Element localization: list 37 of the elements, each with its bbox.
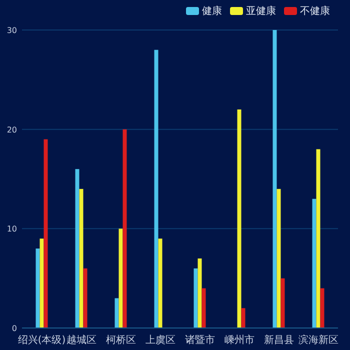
x-tick-label: 滨海新区: [298, 334, 338, 346]
y-tick-label: 0: [12, 324, 17, 333]
bar: [75, 169, 80, 328]
y-tick-label: 30: [6, 26, 17, 35]
y-tick-label: 10: [6, 224, 17, 234]
bar: [194, 268, 198, 328]
bar: [312, 198, 316, 328]
legend-label: 健康: [202, 5, 222, 17]
y-tick-label: 20: [6, 125, 17, 134]
x-tick-label: 嵊州市: [224, 334, 254, 346]
bar: [40, 238, 44, 328]
bar: [158, 238, 162, 328]
bar: [154, 50, 158, 328]
bar: [316, 149, 320, 328]
bar: [44, 139, 48, 328]
bar: [241, 308, 246, 328]
x-tick-label: 诸暨市: [184, 334, 215, 346]
bar: [320, 288, 324, 328]
bar: [202, 288, 206, 328]
bar: [79, 188, 84, 328]
legend-label: 不健康: [300, 5, 330, 17]
bar: [36, 248, 40, 328]
x-tick-label: 绍兴(本级): [18, 334, 66, 346]
bar: [122, 129, 127, 328]
bar: [276, 188, 281, 328]
legend-label: 亚健康: [246, 5, 276, 17]
x-tick-label: 柯桥区: [106, 334, 136, 346]
bar: [272, 30, 277, 328]
x-tick-label: 新昌县: [264, 334, 294, 346]
bar: [118, 228, 123, 328]
bar: [280, 278, 285, 328]
bar: [237, 109, 242, 328]
bar: [83, 268, 88, 328]
bar: [198, 258, 202, 328]
bar: [114, 298, 119, 328]
x-tick-label: 上虞区: [145, 334, 176, 346]
x-tick-label: 越城区: [66, 334, 96, 346]
